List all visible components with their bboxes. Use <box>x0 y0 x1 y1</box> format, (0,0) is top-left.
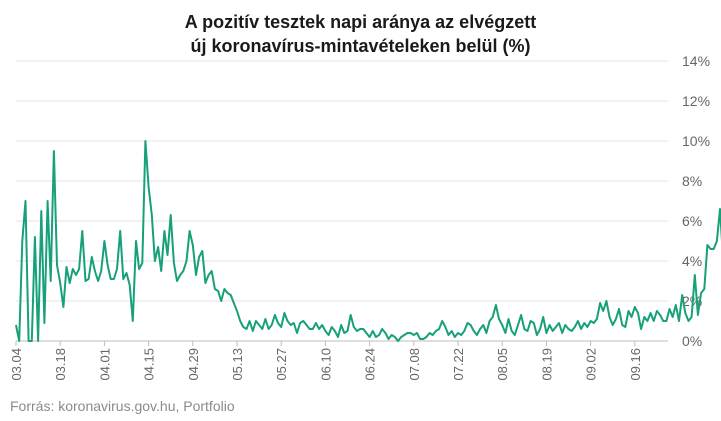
x-tick-label: 08.19 <box>539 348 554 381</box>
x-tick-label: 07.22 <box>451 348 466 381</box>
y-tick-label: 8% <box>682 173 702 189</box>
x-tick-label: 09.02 <box>584 348 599 381</box>
y-tick-label: 14% <box>682 53 710 69</box>
x-tick-label: 07.08 <box>407 348 422 381</box>
x-tick-label: 04.01 <box>97 348 112 381</box>
y-tick-label: 4% <box>682 253 702 269</box>
y-tick-label: 12% <box>682 93 710 109</box>
x-tick-label: 06.10 <box>318 348 333 381</box>
y-tick-label: 10% <box>682 133 710 149</box>
chart-title-line-1: A pozitív tesztek napi aránya az elvégze… <box>184 12 537 32</box>
x-tick-label: 03.04 <box>9 348 24 381</box>
x-tick-label: 05.27 <box>274 348 289 381</box>
y-tick-label: 6% <box>682 213 702 229</box>
source-note: Forrás: koronavirus.gov.hu, Portfolio <box>10 398 235 414</box>
x-tick-label: 06.24 <box>363 348 378 381</box>
x-tick-label: 08.05 <box>495 348 510 381</box>
x-tick-label: 04.29 <box>186 348 201 381</box>
x-tick-label: 03.18 <box>53 348 68 381</box>
x-tick-label: 09.16 <box>628 348 643 381</box>
x-tick-label: 05.13 <box>230 348 245 381</box>
x-tick-label: 04.15 <box>142 348 157 381</box>
chart-title-line-2: új koronavírus-mintavételeken belül (%) <box>190 36 531 56</box>
y-tick-label: 0% <box>682 333 702 349</box>
chart-title: A pozitív tesztek napi aránya az elvégze… <box>0 10 721 58</box>
series-line <box>15 140 721 342</box>
